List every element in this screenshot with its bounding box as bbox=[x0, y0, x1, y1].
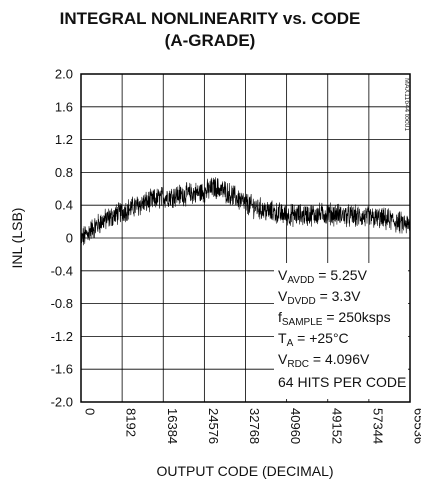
x-axis-label: OUTPUT CODE (DECIMAL) bbox=[156, 463, 333, 479]
y-tick-label: 0 bbox=[66, 231, 73, 246]
annotation-vavdd: VAVDD = 5.25V bbox=[278, 267, 368, 286]
annotation-hits: 64 HITS PER CODE bbox=[278, 374, 406, 390]
annotation-vrdc: VRDC = 4.096V bbox=[278, 351, 370, 370]
chart-title-line1: INTEGRAL NONLINEARITY vs. CODE bbox=[60, 9, 361, 28]
y-tick-label: 2.0 bbox=[55, 67, 73, 82]
y-tick-labels: 2.0 1.6 1.2 0.8 0.4 0 -0.4 -0.8 -1.2 -1.6 -2.0 bbox=[51, 67, 73, 410]
part-number-label: MAX11644 toc01 bbox=[403, 78, 410, 131]
y-tick-label: -2.0 bbox=[51, 395, 73, 410]
chart-title-line2: (A-GRADE) bbox=[165, 31, 256, 50]
y-tick-label: 0.4 bbox=[55, 198, 73, 213]
annotation-vdvdd: VDVDD = 3.3V bbox=[278, 288, 361, 307]
x-tick-label: 49152 bbox=[329, 408, 344, 444]
x-tick-label: 32768 bbox=[247, 408, 262, 444]
x-tick-label: 57344 bbox=[370, 408, 385, 444]
x-tick-labels: 0 8192 16384 24576 32768 40960 49152 57344 65536 bbox=[83, 408, 421, 444]
y-tick-label: 1.6 bbox=[55, 99, 73, 114]
x-tick-label: 0 bbox=[83, 408, 98, 415]
x-tick-label: 8192 bbox=[124, 408, 139, 437]
y-tick-label: -0.4 bbox=[51, 263, 73, 278]
y-tick-label: -0.8 bbox=[51, 296, 73, 311]
plot-area bbox=[80, 73, 411, 403]
inl-series-line bbox=[80, 177, 411, 246]
y-tick-label: 0.8 bbox=[55, 165, 73, 180]
x-tick-label: 40960 bbox=[288, 408, 303, 444]
y-tick-label: -1.2 bbox=[51, 329, 73, 344]
annotation-ta: TA = +25°C bbox=[278, 330, 349, 349]
annotation-background bbox=[274, 263, 408, 399]
y-tick-label: -1.6 bbox=[51, 362, 73, 377]
y-tick-label: 1.2 bbox=[55, 132, 73, 147]
x-tick-label: 16384 bbox=[165, 408, 180, 444]
y-axis-label: INL (LSB) bbox=[9, 208, 25, 269]
annotation-fsample: fSAMPLE = 250ksps bbox=[278, 309, 391, 328]
x-tick-label: 65536 bbox=[412, 408, 421, 444]
x-tick-label: 24576 bbox=[206, 408, 221, 444]
